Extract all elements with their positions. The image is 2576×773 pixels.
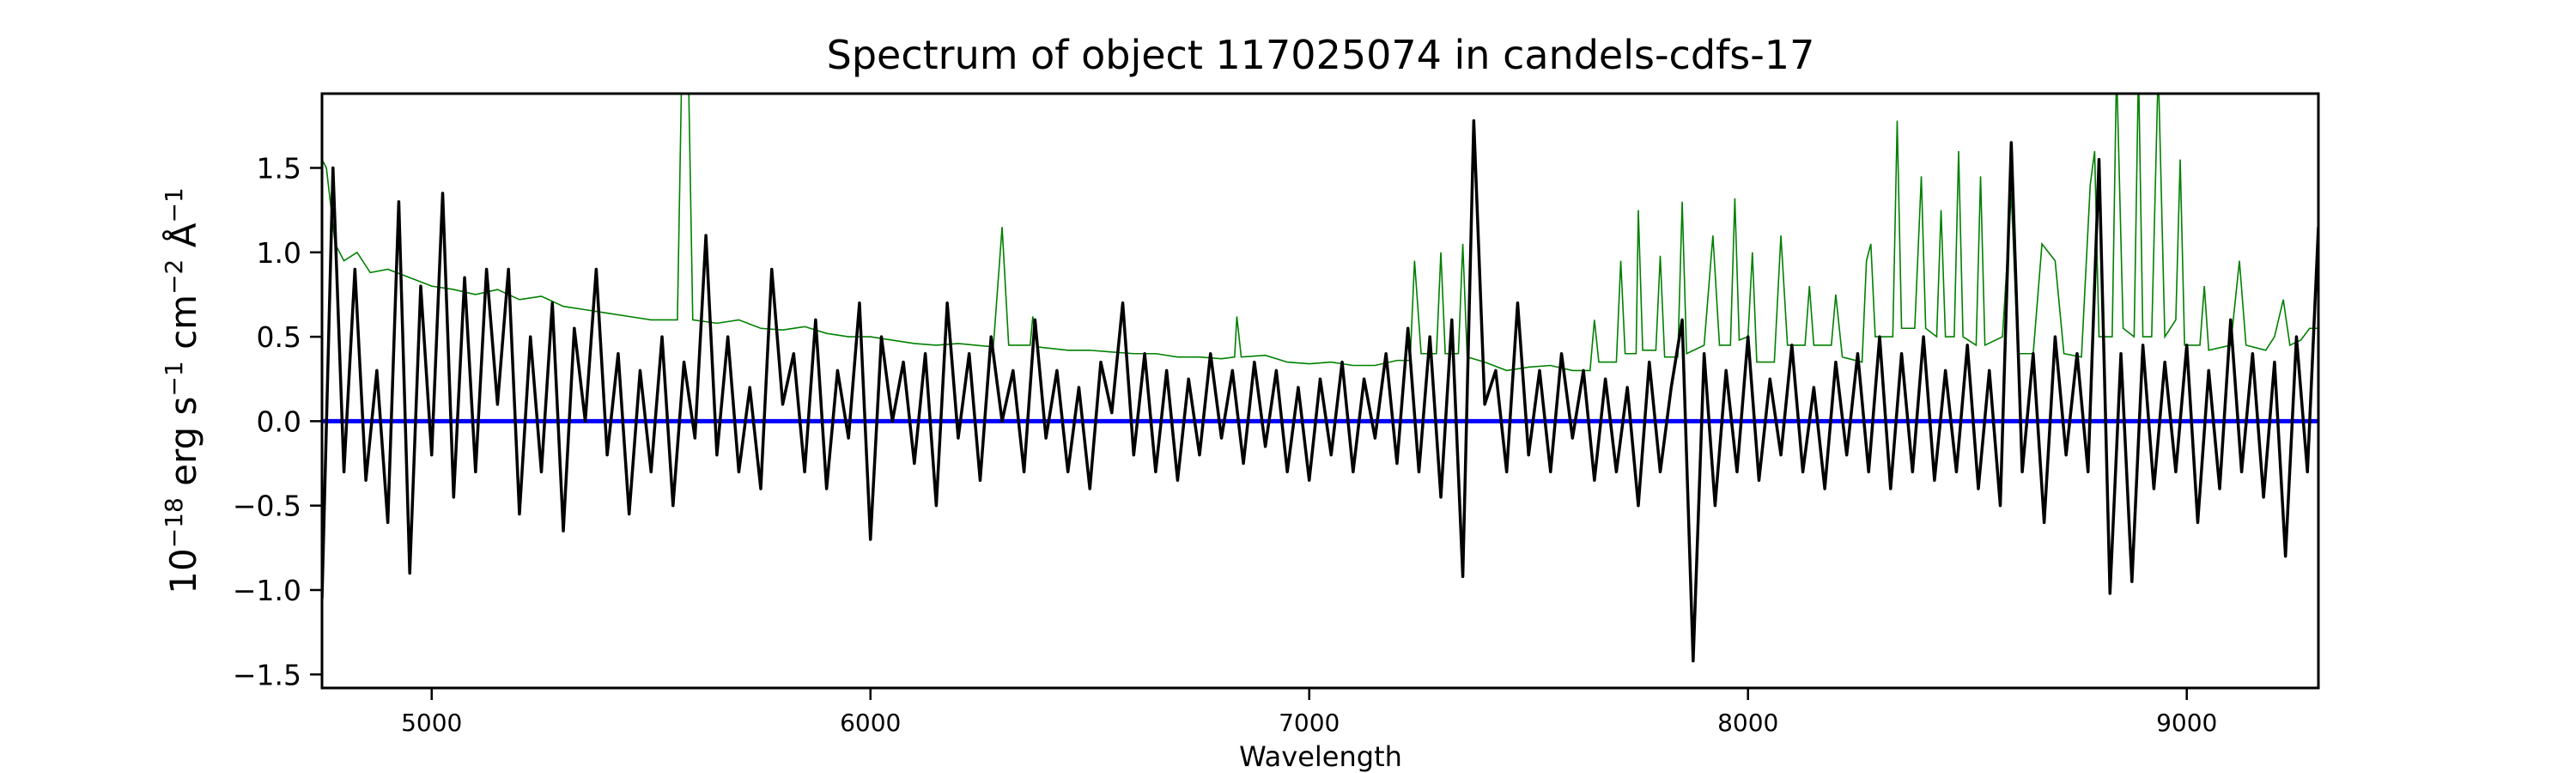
y-label-text: erg s — [162, 397, 204, 498]
flux-line — [322, 119, 2318, 663]
x-tick-label: 7000 — [1279, 709, 1340, 737]
y-label-exponent: −2 — [160, 259, 188, 295]
x-axis-label: Wavelength — [1239, 740, 1402, 773]
y-label-exponent: −1 — [160, 361, 188, 396]
x-axis: 5000 6000 7000 8000 9000 — [401, 688, 2217, 737]
y-label-text: 10 — [162, 548, 204, 593]
chart-title: Spectrum of object 117025074 in candels-… — [827, 32, 1815, 78]
x-tick-label: 5000 — [401, 709, 462, 737]
y-axis-label: 10−18 erg s−1 cm−2 Å−1 — [160, 187, 204, 593]
y-tick-label: 1.0 — [257, 236, 301, 270]
x-tick-label: 9000 — [2156, 709, 2217, 737]
y-label-exponent: −18 — [160, 497, 188, 548]
y-tick-label: −0.5 — [233, 490, 301, 523]
axes-frame — [320, 92, 2320, 690]
contamination-line — [322, 94, 2318, 372]
y-label-text: cm — [162, 295, 204, 361]
y-axis: −1.5 −1.0 −0.5 0.0 0.5 1.0 1.5 — [233, 152, 322, 691]
y-label-exponent: −1 — [160, 187, 188, 222]
y-label-text: Å — [161, 222, 204, 259]
y-tick-label: −1.0 — [233, 574, 301, 607]
y-tick-label: 0.5 — [257, 320, 301, 354]
y-tick-label: −1.5 — [233, 658, 301, 691]
x-tick-label: 8000 — [1717, 709, 1778, 737]
y-tick-label: 0.0 — [257, 405, 301, 438]
plot-area — [322, 94, 2318, 663]
x-tick-label: 6000 — [840, 709, 901, 737]
y-tick-label: 1.5 — [257, 152, 301, 186]
